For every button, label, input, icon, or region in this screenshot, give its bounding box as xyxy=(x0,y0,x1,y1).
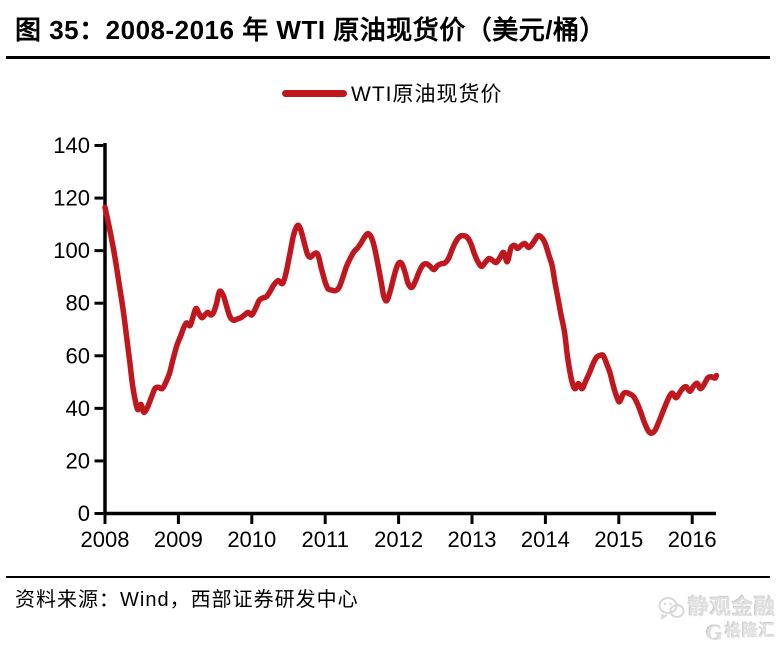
title-divider xyxy=(6,56,770,59)
wti-price-line xyxy=(102,204,720,437)
y-tick-label: 40 xyxy=(66,396,90,421)
y-tick-label: 100 xyxy=(53,238,90,263)
source-note: 资料来源：Wind，西部证券研发中心 xyxy=(15,589,359,611)
page-title: 图 35：2008-2016 年 WTI 原油现货价（美元/桶） xyxy=(15,15,607,45)
x-tick-label: 2015 xyxy=(594,527,643,552)
x-tick-label: 2010 xyxy=(227,527,276,552)
x-tick-label: 2012 xyxy=(374,527,423,552)
y-tick-label: 20 xyxy=(66,448,90,473)
y-tick-label: 0 xyxy=(78,501,90,526)
legend-series-label: WTI原油现货价 xyxy=(351,83,503,106)
y-tick-label: 120 xyxy=(53,186,90,211)
x-tick-label: 2011 xyxy=(302,527,349,552)
chart-legend: WTI原油现货价 xyxy=(282,80,502,106)
wechat-icon xyxy=(658,597,685,620)
x-tick-label: 2009 xyxy=(154,527,203,552)
x-tick-label: 2016 xyxy=(668,527,717,552)
watermark-row-platform: G 格隆汇 xyxy=(626,621,776,644)
x-tick-label: 2013 xyxy=(448,527,497,552)
source-divider xyxy=(6,576,770,578)
watermark-platform-text: 格隆汇 xyxy=(724,623,776,641)
watermark-row-brand: 静观金融 xyxy=(626,596,776,620)
y-tick-label: 60 xyxy=(66,343,90,368)
x-tick-label: 2008 xyxy=(81,527,130,552)
legend-line-swatch xyxy=(282,89,347,97)
watermark: 静观金融 G 格隆汇 xyxy=(626,596,776,644)
y-tick-label: 140 xyxy=(53,133,90,158)
x-tick-label: 2014 xyxy=(521,527,570,552)
watermark-brand-text: 静观金融 xyxy=(688,595,776,619)
y-tick-label: 80 xyxy=(66,291,90,316)
gelonghui-logo-letter: G xyxy=(705,620,723,645)
